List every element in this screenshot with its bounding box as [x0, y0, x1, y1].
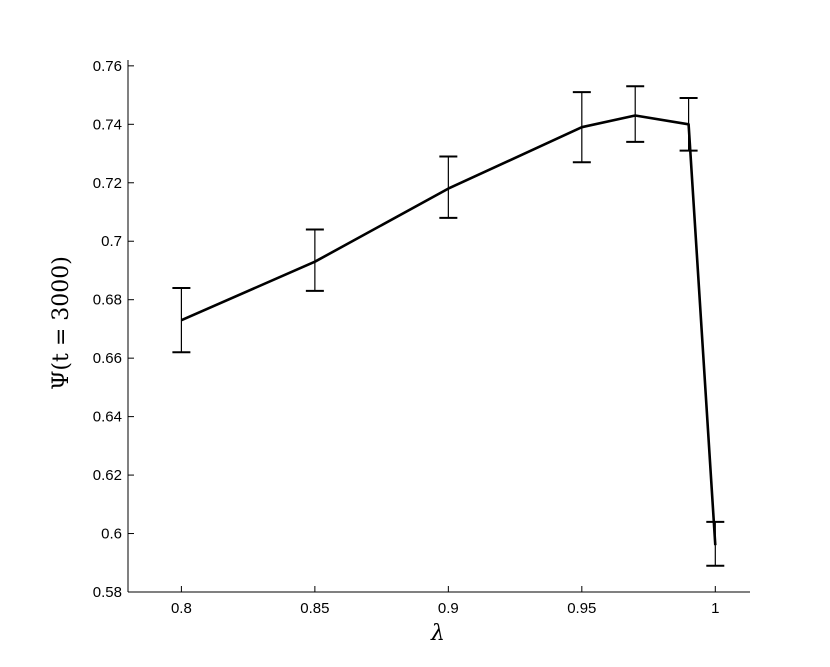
y-tick-label: 0.68	[93, 292, 122, 309]
x-tick-label: 0.95	[567, 600, 596, 617]
series-layer	[172, 85, 725, 567]
x-tick-label: 0.9	[438, 600, 459, 617]
y-tick-label: 0.74	[93, 116, 122, 133]
y-tick-label: 0.6	[101, 526, 122, 543]
y-tick-label: 0.76	[93, 58, 122, 75]
y-tick-label: 0.58	[93, 584, 122, 601]
x-axis-label: λ	[430, 621, 445, 646]
axes: 0.58 0.6 0.62 0.64 0.66 0.68 0.7 0.72 0.74 0.76 0.…	[93, 58, 750, 617]
x-tick-label: 0.85	[300, 600, 329, 617]
x-tick-label: 1	[711, 600, 719, 617]
y-tick-label: 0.7	[101, 233, 122, 250]
x-tick-label: 0.8	[171, 600, 192, 617]
y-tick-label: 0.66	[93, 350, 122, 367]
y-tick-label: 0.62	[93, 467, 122, 484]
y-tick-label: 0.64	[93, 409, 122, 426]
y-axis-label: Ψ(t = 3000)	[49, 256, 74, 390]
y-tick-label: 0.72	[93, 175, 122, 192]
